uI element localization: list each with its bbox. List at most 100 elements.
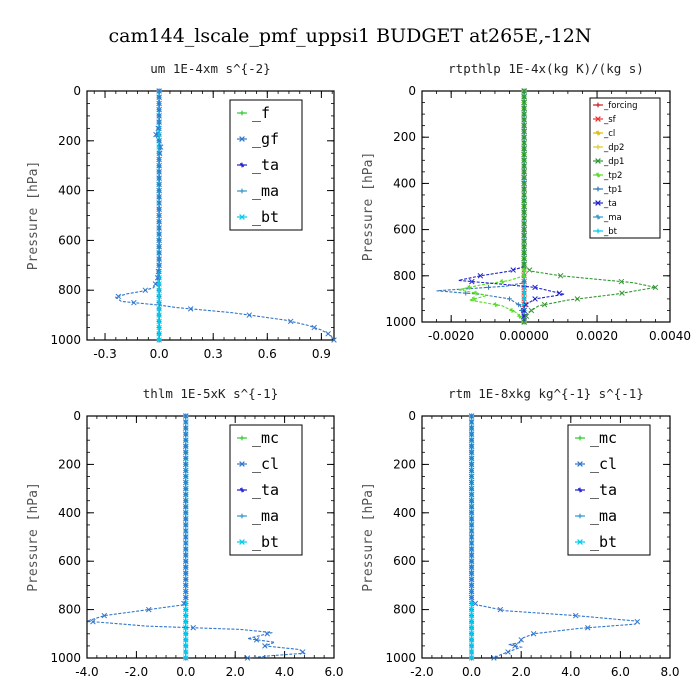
y-axis-label: Pressure [hPa] (361, 482, 376, 592)
x-tick-label: 0.9 (312, 347, 331, 361)
legend-entry: _bt (252, 208, 279, 226)
y-tick-label: 600 (393, 554, 416, 568)
x-tick-label: 2.0 (226, 665, 245, 679)
x-tick-label: 0.0040 (649, 329, 691, 343)
legend-marker (239, 435, 245, 441)
series-line (458, 91, 525, 323)
legend-entry: _ma (590, 507, 617, 525)
x-tick-label: 0.6 (258, 347, 277, 361)
legend-entry: _sf (603, 115, 617, 125)
y-tick-label: 400 (58, 184, 81, 198)
legend-marker (595, 130, 601, 136)
y-tick-label: 800 (393, 603, 416, 617)
y-tick-label: 800 (58, 603, 81, 617)
legend-entry: _ma (252, 182, 279, 200)
legend-marker (595, 228, 601, 234)
x-tick-label: -2.0 (410, 665, 433, 679)
legend-marker (239, 162, 245, 168)
legend: _mc _cl _ta _ma _bt (567, 424, 651, 556)
series-dp1 (521, 88, 659, 325)
legend-marker (595, 116, 601, 122)
x-tick-label: 4.0 (275, 665, 294, 679)
y-tick-label: 200 (58, 457, 81, 471)
legend-entry: _ta (590, 481, 617, 499)
y-tick-label: 200 (393, 457, 416, 471)
y-tick-label: 200 (58, 134, 81, 148)
series-ta (458, 88, 565, 325)
legend-marker (577, 435, 583, 441)
legend-entry: _tp2 (603, 171, 622, 181)
legend-entry: _forcing (603, 101, 638, 111)
legend-entry: _cl (603, 129, 615, 139)
series-line (436, 91, 525, 323)
x-tick-label: 0.00000 (499, 329, 549, 343)
series-tp1 (436, 88, 527, 325)
legend: _mc _cl _ta _ma _bt (229, 424, 303, 556)
panel-title: um 1E-4xm s^{-2} (150, 61, 270, 76)
legend-box (589, 97, 661, 239)
x-tick-label: 0.0 (176, 665, 195, 679)
series-markers (469, 88, 563, 325)
legend-entry: _mc (252, 429, 279, 447)
legend-marker (239, 487, 245, 493)
legend-marker (595, 102, 601, 108)
legend-marker (595, 144, 601, 150)
x-tick-label: 8.0 (660, 665, 679, 679)
y-tick-label: 1000 (385, 315, 416, 329)
y-axis-label: Pressure [hPa] (26, 161, 41, 271)
y-tick-label: 1000 (50, 333, 81, 347)
y-tick-label: 600 (58, 554, 81, 568)
legend-marker (239, 539, 245, 545)
series-markers (115, 88, 337, 343)
y-axis-label: Pressure [hPa] (361, 152, 376, 262)
x-tick-label: -4.0 (75, 665, 98, 679)
figure-title: cam144_lscale_pmf_uppsi1 BUDGET at265E,-… (109, 25, 592, 47)
series-markers (463, 88, 527, 325)
y-tick-label: 0 (73, 409, 81, 423)
x-tick-label: 6.0 (324, 665, 343, 679)
panel-title: thlm 1E-5xK s^{-1} (143, 386, 278, 401)
series-cl (86, 413, 306, 661)
legend-marker (239, 188, 245, 194)
legend-marker (577, 513, 583, 519)
legend-marker (595, 200, 601, 206)
series-gf (114, 88, 337, 343)
legend-marker (239, 136, 245, 142)
x-tick-label: 0.3 (204, 347, 223, 361)
legend-entry: _f (252, 104, 270, 122)
legend-marker (239, 513, 245, 519)
legend-entry: _dp1 (603, 157, 624, 167)
legend-marker (239, 214, 245, 220)
chart-panel-3: thlm 1E-5xK s^{-1} Pressure [hPa] 0 200 400 6… (26, 386, 344, 679)
panel-title: rtm 1E-8xkg kg^{-1} s^{-1} (448, 386, 644, 401)
series-line (458, 91, 565, 322)
legend-entry: _cl (252, 455, 279, 473)
y-tick-label: 600 (393, 223, 416, 237)
x-tick-label: 2.0 (512, 665, 531, 679)
panel-title: rtpthlp 1E-4x(kg K)/(kg s) (448, 61, 644, 76)
legend-marker (595, 172, 601, 178)
chart-panel-4: rtm 1E-8xkg kg^{-1} s^{-1} Pressure [hPa]… (361, 386, 680, 679)
series-markers (468, 413, 641, 661)
y-axis-label: Pressure [hPa] (26, 482, 41, 592)
y-tick-label: 0 (408, 409, 416, 423)
x-tick-label: -0.3 (93, 347, 116, 361)
legend-marker (239, 110, 245, 116)
y-tick-label: 1000 (50, 651, 81, 665)
y-tick-label: 400 (393, 506, 416, 520)
x-tick-label: 0.0020 (576, 329, 618, 343)
y-tick-label: 0 (73, 84, 81, 98)
x-tick-label: 6.0 (611, 665, 630, 679)
legend-marker (595, 186, 601, 192)
y-tick-label: 400 (58, 506, 81, 520)
legend-entry: _dp2 (603, 143, 624, 153)
legend: _f _gf _ta _ma _bt (229, 99, 303, 231)
series-markers (90, 413, 306, 661)
legend-entry: _ma (252, 507, 279, 525)
legend-box (229, 99, 303, 231)
y-tick-label: 1000 (385, 651, 416, 665)
series-markers (521, 88, 659, 325)
chart-panel-2: rtpthlp 1E-4x(kg K)/(kg s) Pressure [hPa]… (361, 61, 691, 343)
x-tick-label: -2.0 (125, 665, 148, 679)
